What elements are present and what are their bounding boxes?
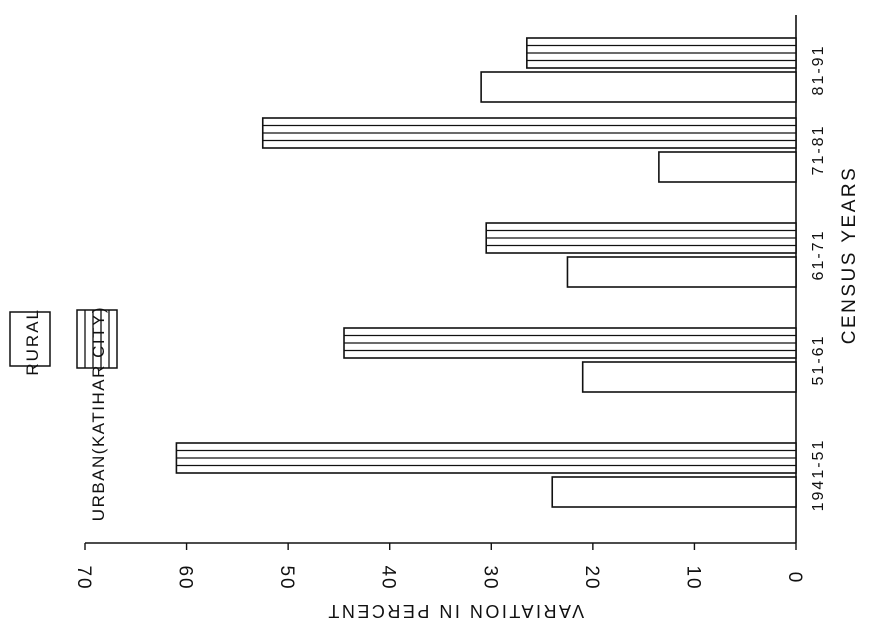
category-label: 61-71 — [810, 230, 827, 281]
category-axis-title: CENSUS YEARS — [839, 166, 860, 345]
chart-bars — [175, 37, 797, 508]
chart-legend: RURAL URBAN(KATIHAR CITY) — [9, 306, 118, 521]
category-labels: 1941-51 51-61 61-71 71-81 81-91 — [810, 45, 827, 512]
category-label: 51-61 — [810, 335, 827, 386]
value-tick-label: 50 — [276, 565, 297, 590]
value-tick-label: 10 — [682, 565, 703, 590]
value-tick-label: 0 — [784, 572, 805, 585]
category-label: 71-81 — [810, 125, 827, 176]
rural-bar — [480, 71, 797, 103]
value-axis-title: VARIATION IN PERCENT — [326, 601, 584, 621]
value-tick-label: 60 — [175, 565, 196, 590]
value-axis-ticks: 0 10 20 30 40 50 60 70 — [73, 543, 805, 591]
legend-urban-label: URBAN(KATIHAR CITY) — [89, 306, 108, 521]
value-tick-label: 20 — [581, 565, 602, 590]
legend-urban-swatch — [76, 309, 118, 369]
rural-bar — [551, 476, 797, 508]
value-tick-label: 70 — [73, 565, 94, 590]
rural-bar — [581, 361, 797, 393]
value-tick-label: 40 — [378, 565, 399, 590]
legend-rural-label: RURAL — [23, 308, 42, 376]
legend-rural-swatch — [9, 311, 51, 367]
category-label: 81-91 — [810, 45, 827, 96]
rural-bar — [566, 256, 797, 288]
rural-bar — [658, 151, 797, 183]
category-label: 1941-51 — [810, 439, 827, 512]
value-tick-label: 30 — [479, 565, 500, 590]
